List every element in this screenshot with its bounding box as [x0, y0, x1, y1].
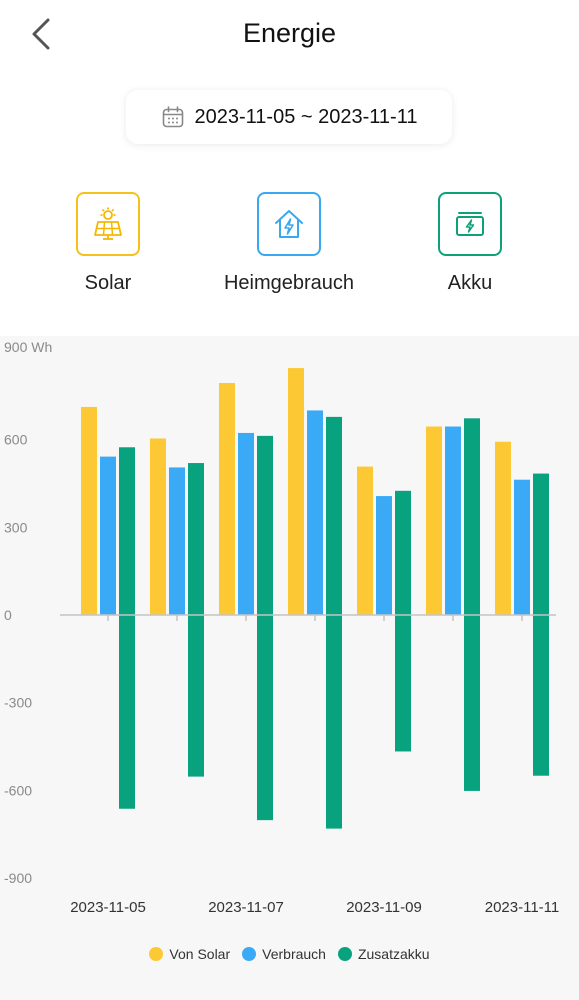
- x-tick-label: 2023-11-09: [346, 899, 422, 916]
- category-label-akku: Akku: [447, 272, 493, 294]
- back-button[interactable]: [24, 14, 60, 54]
- legend-dot: [149, 947, 164, 961]
- legend-item-von-solar[interactable]: Von Solar: [149, 946, 230, 962]
- y-tick-label: 600: [4, 432, 28, 448]
- calendar-icon: [162, 106, 183, 128]
- bar: [257, 435, 273, 615]
- y-tick-label: -300: [4, 695, 32, 711]
- home-icon-box: [257, 192, 321, 256]
- bar: [445, 426, 461, 615]
- x-tick-label: 2023-11-05: [70, 899, 146, 916]
- bar: [326, 615, 342, 829]
- bar: [514, 479, 530, 615]
- bar: [357, 466, 373, 615]
- bar: [100, 456, 116, 615]
- chart-legend: Von Solar Verbrauch Zusatzakku: [0, 946, 579, 962]
- legend-dot: [242, 947, 257, 961]
- page-title: Energie: [242, 18, 337, 48]
- date-range-selector[interactable]: 2023-11-05 ~ 2023-11-11: [126, 90, 452, 144]
- bar: [533, 473, 549, 615]
- bar: [150, 438, 166, 615]
- battery-charge-icon: [456, 212, 484, 236]
- chevron-left-icon: [32, 18, 50, 50]
- bar-chart: 900 Wh 600 300 0 -300 -600 -900 2023-11-05 2023-…: [4, 339, 560, 916]
- bar: [495, 441, 511, 615]
- legend-label: Zusatzakku: [357, 946, 430, 962]
- y-tick-label: 900 Wh: [4, 339, 52, 355]
- bar: [219, 382, 235, 615]
- category-akku[interactable]: Akku: [390, 192, 550, 295]
- bar: [395, 615, 411, 752]
- legend-label: Von Solar: [169, 946, 231, 962]
- solar-panel-icon: [94, 207, 122, 240]
- legend-item-verbrauch[interactable]: Verbrauch: [242, 946, 326, 962]
- bar: [464, 615, 480, 791]
- bar: [119, 615, 135, 809]
- bar: [169, 467, 185, 615]
- y-tick-label: -900: [4, 870, 32, 886]
- bar: [307, 410, 323, 615]
- legend-item-zusatzakku[interactable]: Zusatzakku: [337, 946, 430, 962]
- category-heimgebrauch[interactable]: Heimgebrauch: [209, 192, 369, 295]
- y-tick-label: 0: [4, 607, 12, 623]
- bar: [464, 418, 480, 615]
- y-tick-label: -600: [4, 782, 32, 798]
- solar-icon-box: [76, 192, 140, 256]
- bar: [376, 496, 392, 615]
- bar: [188, 615, 204, 777]
- legend-label: Verbrauch: [262, 946, 326, 962]
- category-label-solar: Solar: [84, 272, 132, 294]
- energy-chart: 900 Wh 600 300 0 -300 -600 -900 2023-11-05 2023-…: [0, 336, 579, 1000]
- bar: [188, 463, 204, 615]
- header: Energie: [0, 0, 579, 72]
- bar: [326, 416, 342, 615]
- x-tick-label: 2023-11-11: [485, 899, 560, 916]
- bar: [238, 432, 254, 615]
- bar: [81, 406, 97, 615]
- bar: [288, 368, 304, 615]
- date-range-text: 2023-11-05 ~ 2023-11-11: [194, 105, 418, 128]
- category-solar[interactable]: Solar: [28, 192, 188, 295]
- home-lightning-icon: [275, 210, 303, 238]
- category-label-heimgebrauch: Heimgebrauch: [223, 272, 355, 294]
- bar: [257, 615, 273, 821]
- bar: [395, 490, 411, 615]
- bar: [533, 615, 549, 776]
- bar: [119, 447, 135, 615]
- x-tick-label: 2023-11-07: [208, 899, 284, 916]
- battery-icon-box: [438, 192, 502, 256]
- bar: [426, 426, 442, 615]
- legend-dot: [337, 947, 352, 961]
- y-tick-label: 300: [4, 519, 28, 535]
